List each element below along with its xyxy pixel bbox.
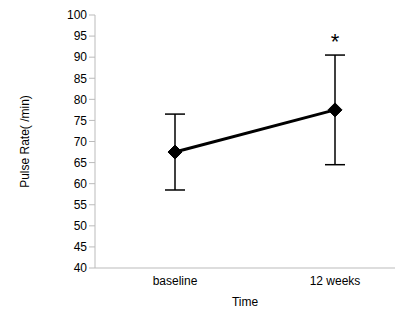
svg-text:95: 95 [74,29,88,43]
svg-text:12 weeks: 12 weeks [310,274,361,288]
svg-text:100: 100 [67,8,87,22]
svg-text:60: 60 [74,177,88,191]
svg-text:45: 45 [74,240,88,254]
svg-text:90: 90 [74,50,88,64]
svg-text:baseline: baseline [153,274,198,288]
svg-text:75: 75 [74,114,88,128]
svg-text:50: 50 [74,219,88,233]
svg-text:65: 65 [74,156,88,170]
svg-text:40: 40 [74,261,88,275]
svg-text:85: 85 [74,72,88,86]
svg-text:70: 70 [74,135,88,149]
svg-text:80: 80 [74,93,88,107]
svg-text:Pulse Rate( /min): Pulse Rate( /min) [18,95,32,188]
svg-text:55: 55 [74,198,88,212]
svg-text:Time: Time [232,295,259,309]
svg-text:*: * [331,29,340,54]
